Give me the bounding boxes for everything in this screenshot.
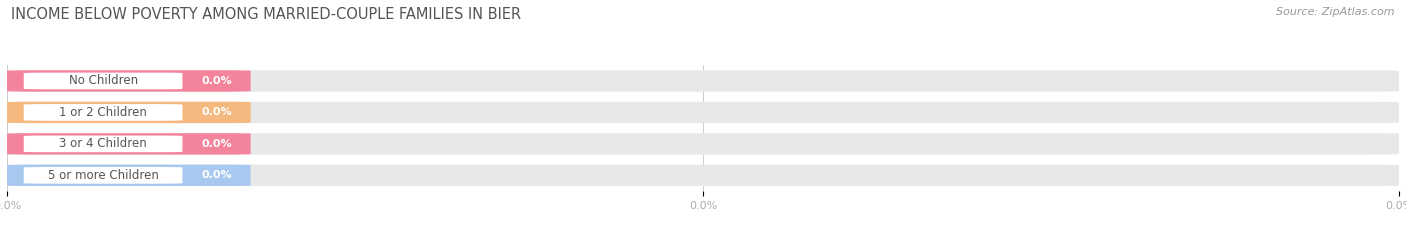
- FancyBboxPatch shape: [7, 165, 1399, 186]
- FancyBboxPatch shape: [7, 133, 250, 154]
- FancyBboxPatch shape: [24, 73, 183, 89]
- Text: INCOME BELOW POVERTY AMONG MARRIED-COUPLE FAMILIES IN BIER: INCOME BELOW POVERTY AMONG MARRIED-COUPL…: [11, 7, 522, 22]
- FancyBboxPatch shape: [7, 133, 1399, 154]
- FancyBboxPatch shape: [24, 136, 183, 152]
- FancyBboxPatch shape: [24, 104, 183, 121]
- Text: Source: ZipAtlas.com: Source: ZipAtlas.com: [1277, 7, 1395, 17]
- Text: 0.0%: 0.0%: [201, 170, 232, 180]
- Text: 0.0%: 0.0%: [201, 76, 232, 86]
- FancyBboxPatch shape: [7, 70, 1399, 92]
- Text: 3 or 4 Children: 3 or 4 Children: [59, 137, 148, 150]
- Text: 5 or more Children: 5 or more Children: [48, 169, 159, 182]
- FancyBboxPatch shape: [7, 70, 250, 92]
- FancyBboxPatch shape: [7, 165, 250, 186]
- FancyBboxPatch shape: [24, 167, 183, 184]
- Text: 1 or 2 Children: 1 or 2 Children: [59, 106, 148, 119]
- FancyBboxPatch shape: [7, 102, 1399, 123]
- FancyBboxPatch shape: [7, 102, 250, 123]
- Text: 0.0%: 0.0%: [201, 139, 232, 149]
- Text: 0.0%: 0.0%: [201, 107, 232, 117]
- Text: No Children: No Children: [69, 75, 138, 87]
